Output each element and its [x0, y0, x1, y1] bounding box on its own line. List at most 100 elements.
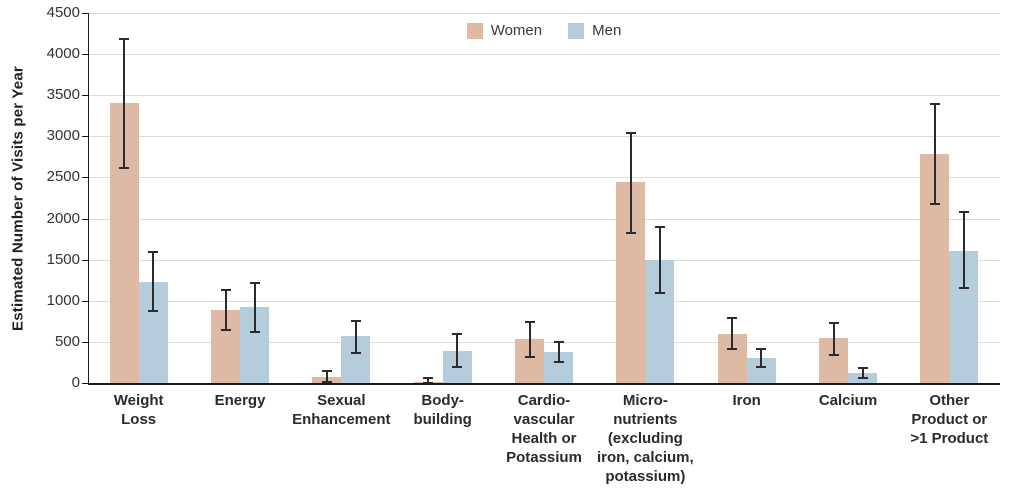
error-cap-bottom-women-1 — [220, 328, 231, 331]
error-cap-top-men-4 — [553, 340, 564, 343]
x-category-label-line: Potassium — [506, 449, 582, 466]
gridline-3000 — [88, 136, 1000, 138]
y-tick-4000 — [82, 54, 88, 56]
error-cap-bottom-men-1 — [249, 331, 260, 334]
x-category-label-line: Product or — [911, 411, 988, 428]
y-tick-label-2000: 2000 — [46, 209, 80, 227]
x-category-label-line: nutrients — [613, 411, 678, 428]
error-cap-top-women-8 — [929, 103, 940, 106]
y-tick-3500 — [82, 95, 88, 97]
x-category-label-line: Body- — [421, 392, 464, 409]
error-bar-women-8 — [933, 104, 936, 204]
error-cap-top-women-2 — [321, 369, 332, 372]
error-bar-women-0 — [123, 39, 126, 168]
x-category-label-line: potassium) — [605, 468, 686, 485]
error-cap-bottom-women-6 — [727, 348, 738, 351]
x-category-label-line: Calcium — [818, 392, 878, 409]
y-tick-2000 — [82, 218, 88, 220]
x-category-label-line: Weight — [113, 392, 164, 409]
error-bar-men-8 — [962, 211, 965, 289]
men-swatch-icon — [568, 22, 585, 39]
error-cap-top-men-6 — [756, 348, 767, 351]
x-category-label-line: (excluding — [607, 430, 683, 447]
gridline-2500 — [88, 177, 1000, 179]
x-category-label-3: Body-building — [368, 391, 518, 429]
legend-item-women: Women — [466, 22, 543, 39]
legend-label-women: Women — [490, 22, 543, 39]
x-category-label-5: Micro-nutrients (excluding iron, calcium, p… — [570, 391, 720, 486]
x-category-label-8: Other Product or >1 Product — [874, 391, 1010, 448]
y-tick-1500 — [82, 259, 88, 261]
y-tick-3000 — [82, 136, 88, 138]
x-category-label-line: Loss — [121, 411, 157, 428]
legend-item-men: Men — [568, 22, 621, 39]
error-cap-bottom-women-2 — [321, 381, 332, 384]
error-cap-top-women-0 — [119, 38, 130, 41]
error-cap-top-men-1 — [249, 281, 260, 284]
x-category-label-line: Cardio- — [517, 392, 571, 409]
gridline-4000 — [88, 54, 1000, 56]
x-axis-line — [88, 383, 1000, 385]
error-cap-top-men-2 — [350, 319, 361, 322]
error-cap-bottom-men-4 — [553, 361, 564, 364]
error-bar-women-2 — [325, 370, 328, 383]
x-category-label-6: Iron — [672, 391, 822, 410]
x-category-label-line: Health or — [511, 430, 577, 447]
error-cap-top-women-6 — [727, 317, 738, 320]
x-category-label-line: building — [413, 411, 472, 428]
error-cap-bottom-women-8 — [929, 202, 940, 205]
error-cap-bottom-women-5 — [625, 232, 636, 235]
x-category-label-0: Weight Loss — [64, 391, 214, 429]
error-cap-top-men-3 — [452, 333, 463, 336]
y-tick-2500 — [82, 177, 88, 179]
y-axis-line — [88, 13, 89, 383]
x-category-label-line: Sexual — [317, 392, 366, 409]
y-tick-label-2500: 2500 — [46, 168, 80, 186]
y-tick-label-0: 0 — [71, 374, 80, 391]
error-bar-women-3 — [427, 378, 430, 383]
error-cap-bottom-men-8 — [958, 287, 969, 290]
x-category-label-line: Micro- — [622, 392, 668, 409]
error-cap-top-men-0 — [148, 251, 159, 254]
error-bar-men-0 — [152, 252, 155, 312]
x-category-label-line: Enhancement — [292, 411, 391, 428]
error-bar-men-3 — [456, 334, 459, 368]
y-tick-4500 — [82, 13, 88, 14]
y-axis-title: Estimated Number of Visits per Year — [9, 66, 27, 331]
x-category-label-line: Energy — [214, 392, 266, 409]
y-tick-0 — [82, 383, 88, 384]
women-swatch-icon — [466, 22, 483, 39]
error-cap-top-women-4 — [524, 321, 535, 324]
x-category-label-line: >1 Product — [910, 430, 989, 447]
y-tick-label-1500: 1500 — [46, 250, 80, 268]
error-cap-top-women-7 — [828, 321, 839, 324]
error-cap-bottom-men-5 — [654, 291, 665, 294]
error-bar-men-4 — [557, 341, 560, 363]
x-category-label-4: Cardio-vascular Health or Potassium — [469, 391, 619, 467]
error-cap-top-women-1 — [220, 289, 231, 292]
error-bar-women-7 — [832, 322, 835, 356]
error-cap-top-men-8 — [958, 210, 969, 213]
y-tick-label-3000: 3000 — [46, 127, 80, 145]
error-bar-men-2 — [354, 320, 357, 353]
error-cap-bottom-men-2 — [350, 351, 361, 354]
x-category-label-line: Iron — [732, 392, 761, 409]
gridline-4500 — [88, 13, 1000, 14]
gridline-2000 — [88, 218, 1000, 220]
error-cap-bottom-women-0 — [119, 166, 130, 169]
gridline-500 — [88, 341, 1000, 343]
error-bar-men-7 — [861, 368, 864, 379]
y-tick-label-500: 500 — [54, 332, 80, 350]
legend-label-men: Men — [592, 22, 622, 39]
x-category-label-line: iron, calcium, — [596, 449, 694, 466]
error-bar-men-6 — [760, 349, 763, 368]
y-tick-label-4000: 4000 — [46, 45, 80, 63]
error-bar-women-6 — [731, 318, 734, 350]
gridline-3500 — [88, 95, 1000, 97]
y-tick-label-4500: 4500 — [46, 4, 80, 21]
error-cap-bottom-men-0 — [148, 310, 159, 313]
error-bar-women-1 — [224, 290, 227, 330]
legend: Women Men — [88, 22, 1000, 39]
y-tick-500 — [82, 341, 88, 343]
